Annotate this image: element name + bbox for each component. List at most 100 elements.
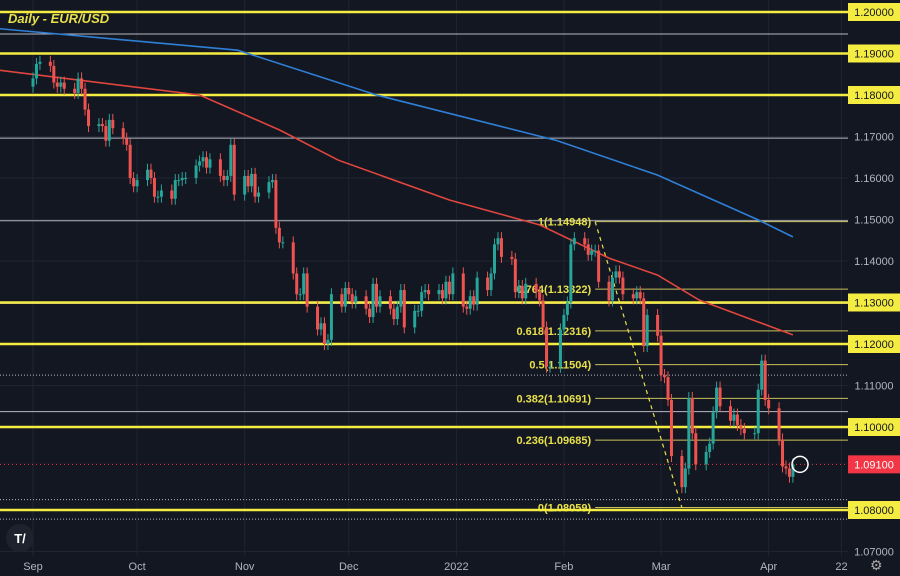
- date-tick-label: Apr: [760, 561, 777, 573]
- candle-body: [340, 294, 344, 307]
- fib-level-label: 0.236(1.09685): [517, 435, 592, 447]
- gear-icon[interactable]: ⚙: [870, 557, 883, 573]
- date-tick-label: Sep: [23, 561, 43, 573]
- candle-body: [319, 323, 323, 330]
- candle-body: [364, 296, 368, 309]
- candle-body: [683, 468, 687, 488]
- candle-body: [80, 78, 84, 89]
- candle-body: [152, 178, 156, 197]
- last-price-tag: [848, 455, 900, 474]
- candle-body: [572, 238, 576, 245]
- candle-body: [781, 439, 785, 467]
- price-tag-highlight: [848, 293, 900, 312]
- candle-body: [354, 296, 358, 303]
- candle-body: [728, 406, 732, 421]
- candle-body: [149, 169, 153, 178]
- candle-body: [756, 389, 760, 434]
- fib-trend-line: [594, 221, 683, 508]
- candle-body: [468, 296, 472, 309]
- candle-body: [52, 65, 56, 83]
- candle-body: [493, 244, 497, 274]
- candle-body: [440, 290, 444, 299]
- candle-body: [760, 360, 764, 390]
- fib-level-label: 0.764(1.13322): [517, 284, 592, 296]
- candle-body: [388, 296, 392, 309]
- candle-body: [395, 306, 399, 320]
- candle-body: [322, 323, 326, 344]
- price-tag-highlight: [848, 335, 900, 353]
- price-tick-label: 1.07000: [854, 547, 894, 559]
- candle-body: [680, 456, 684, 488]
- candle-body: [218, 159, 222, 176]
- candle-body: [343, 287, 347, 307]
- candle-body: [399, 290, 403, 307]
- candle-body: [48, 61, 52, 66]
- candle-body: [135, 180, 139, 187]
- candle-body: [97, 124, 101, 127]
- candle-body: [232, 144, 236, 195]
- price-tick-label: 1.12000: [854, 339, 894, 351]
- candle-body: [225, 175, 229, 181]
- candle-body: [534, 283, 538, 293]
- last-price-label: 1.09100: [854, 459, 894, 471]
- price-tag-highlight: [848, 3, 900, 21]
- candle-body: [656, 314, 660, 336]
- candle-body: [666, 377, 670, 401]
- candle-body: [659, 335, 663, 376]
- candle-body: [291, 242, 295, 274]
- candle-body: [350, 294, 354, 303]
- candle-body: [274, 180, 278, 228]
- candle-body: [690, 397, 694, 434]
- candle-body: [111, 119, 115, 129]
- price-tick-label: 1.18000: [854, 90, 894, 102]
- candle-body: [125, 138, 129, 145]
- candle-body: [562, 314, 566, 330]
- candle-body: [229, 144, 233, 176]
- candle-body: [180, 178, 184, 181]
- candle-body: [718, 387, 722, 407]
- candle-body: [55, 82, 59, 87]
- candle-body: [787, 468, 791, 477]
- candle-body: [34, 63, 38, 79]
- candle-body: [593, 250, 597, 252]
- candle-body: [614, 271, 618, 278]
- date-tick-label: 22: [835, 561, 847, 573]
- candle-body: [784, 466, 788, 469]
- candle-body: [499, 238, 503, 257]
- candle-body: [416, 310, 420, 312]
- candle-body: [489, 273, 493, 291]
- candle-body: [517, 285, 521, 293]
- fib-level-label: 0.382(1.10691): [517, 393, 592, 405]
- price-tick-label: 1.13000: [854, 298, 894, 310]
- candle-body: [583, 238, 587, 245]
- date-tick-label: Dec: [339, 561, 359, 573]
- candle-body: [663, 375, 667, 378]
- candle-body: [184, 178, 188, 179]
- candle-body: [465, 306, 469, 309]
- tradingview-logo[interactable]: T/: [6, 524, 34, 552]
- candle-body: [558, 329, 562, 367]
- price-tag-highlight: [848, 44, 900, 63]
- candle-body: [295, 273, 299, 295]
- candle-body: [170, 190, 174, 199]
- candle-body: [257, 192, 261, 197]
- candle-body: [791, 464, 795, 477]
- candle-body: [368, 308, 372, 318]
- price-tick-label: 1.11000: [855, 381, 894, 393]
- price-tick-label: 1.14000: [854, 256, 894, 268]
- candle-body: [669, 400, 673, 457]
- price-tick-label: 1.08000: [854, 505, 894, 517]
- candle-body: [545, 327, 549, 367]
- candle-body: [631, 294, 635, 299]
- candle-body: [378, 296, 382, 307]
- candle-body: [76, 78, 80, 93]
- candle-body: [177, 180, 181, 182]
- moving-average-line: [0, 69, 794, 336]
- candle-body: [173, 180, 177, 199]
- fib-level-label: 0(1.08059): [538, 503, 592, 515]
- candle-body: [413, 310, 417, 328]
- candle-body: [777, 408, 781, 440]
- candle-body: [541, 300, 545, 328]
- candle-body: [569, 244, 573, 303]
